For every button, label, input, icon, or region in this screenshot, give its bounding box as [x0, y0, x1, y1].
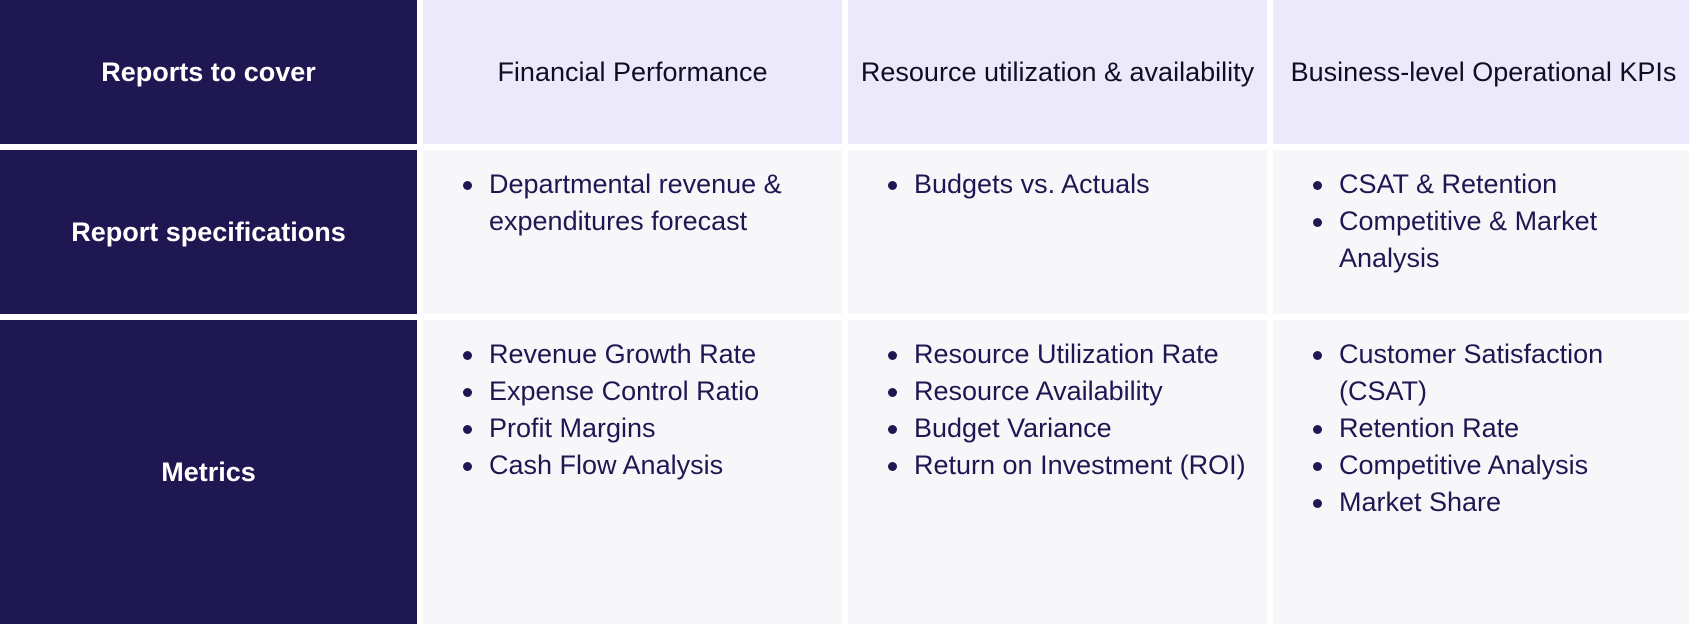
bullet-icon — [1313, 218, 1322, 227]
bullet-icon — [888, 388, 897, 397]
metrics-cell-financial: Revenue Growth Rate Expense Control Rati… — [423, 320, 842, 624]
bullet-icon — [1313, 499, 1322, 508]
list-item: Competitive Analysis — [1273, 447, 1689, 484]
bullet-icon — [888, 181, 897, 190]
bullet-icon — [463, 388, 472, 397]
bullet-icon — [1313, 462, 1322, 471]
column-header-financial-performance: Financial Performance — [423, 0, 842, 144]
metrics-list: Customer Satisfaction (CSAT) Retention R… — [1273, 336, 1689, 521]
column-header-resource-utilization: Resource utilization & availability — [848, 0, 1267, 144]
row-header-metrics: Metrics — [0, 320, 417, 624]
list-item: Competitive & Market Analysis — [1273, 203, 1689, 277]
list-item: Cash Flow Analysis — [423, 447, 842, 484]
list-item: Market Share — [1273, 484, 1689, 521]
list-item: Resource Utilization Rate — [848, 336, 1267, 373]
metrics-cell-operational: Customer Satisfaction (CSAT) Retention R… — [1273, 320, 1689, 624]
bullet-icon — [888, 462, 897, 471]
list-item: Resource Availability — [848, 373, 1267, 410]
metrics-cell-resource: Resource Utilization Rate Resource Avail… — [848, 320, 1267, 624]
spec-cell-resource: Budgets vs. Actuals — [848, 150, 1267, 314]
spec-cell-financial: Departmental revenue & expenditures fore… — [423, 150, 842, 314]
list-item: CSAT & Retention — [1273, 166, 1689, 203]
spec-cell-operational: CSAT & Retention Competitive & Market An… — [1273, 150, 1689, 314]
bullet-icon — [463, 181, 472, 190]
row-header-reports-to-cover: Reports to cover — [0, 0, 417, 144]
list-item: Revenue Growth Rate — [423, 336, 842, 373]
bullet-icon — [1313, 351, 1322, 360]
metrics-list: Resource Utilization Rate Resource Avail… — [848, 336, 1267, 484]
row-header-report-specifications: Report specifications — [0, 150, 417, 314]
metrics-list: Revenue Growth Rate Expense Control Rati… — [423, 336, 842, 484]
list-item: Departmental revenue & expenditures fore… — [423, 166, 842, 240]
bullet-icon — [463, 462, 472, 471]
bullet-icon — [888, 425, 897, 434]
bullet-icon — [1313, 181, 1322, 190]
column-header-operational-kpis: Business-level Operational KPIs — [1273, 0, 1689, 144]
list-item: Budgets vs. Actuals — [848, 166, 1267, 203]
bullet-icon — [463, 351, 472, 360]
spec-list: Budgets vs. Actuals — [848, 166, 1267, 203]
list-item: Profit Margins — [423, 410, 842, 447]
spec-list: Departmental revenue & expenditures fore… — [423, 166, 842, 240]
bullet-icon — [1313, 425, 1322, 434]
list-item: Expense Control Ratio — [423, 373, 842, 410]
bullet-icon — [888, 351, 897, 360]
spec-list: CSAT & Retention Competitive & Market An… — [1273, 166, 1689, 277]
list-item: Customer Satisfaction (CSAT) — [1273, 336, 1689, 410]
list-item: Budget Variance — [848, 410, 1267, 447]
list-item: Return on Investment (ROI) — [848, 447, 1267, 484]
list-item: Retention Rate — [1273, 410, 1689, 447]
bullet-icon — [463, 425, 472, 434]
